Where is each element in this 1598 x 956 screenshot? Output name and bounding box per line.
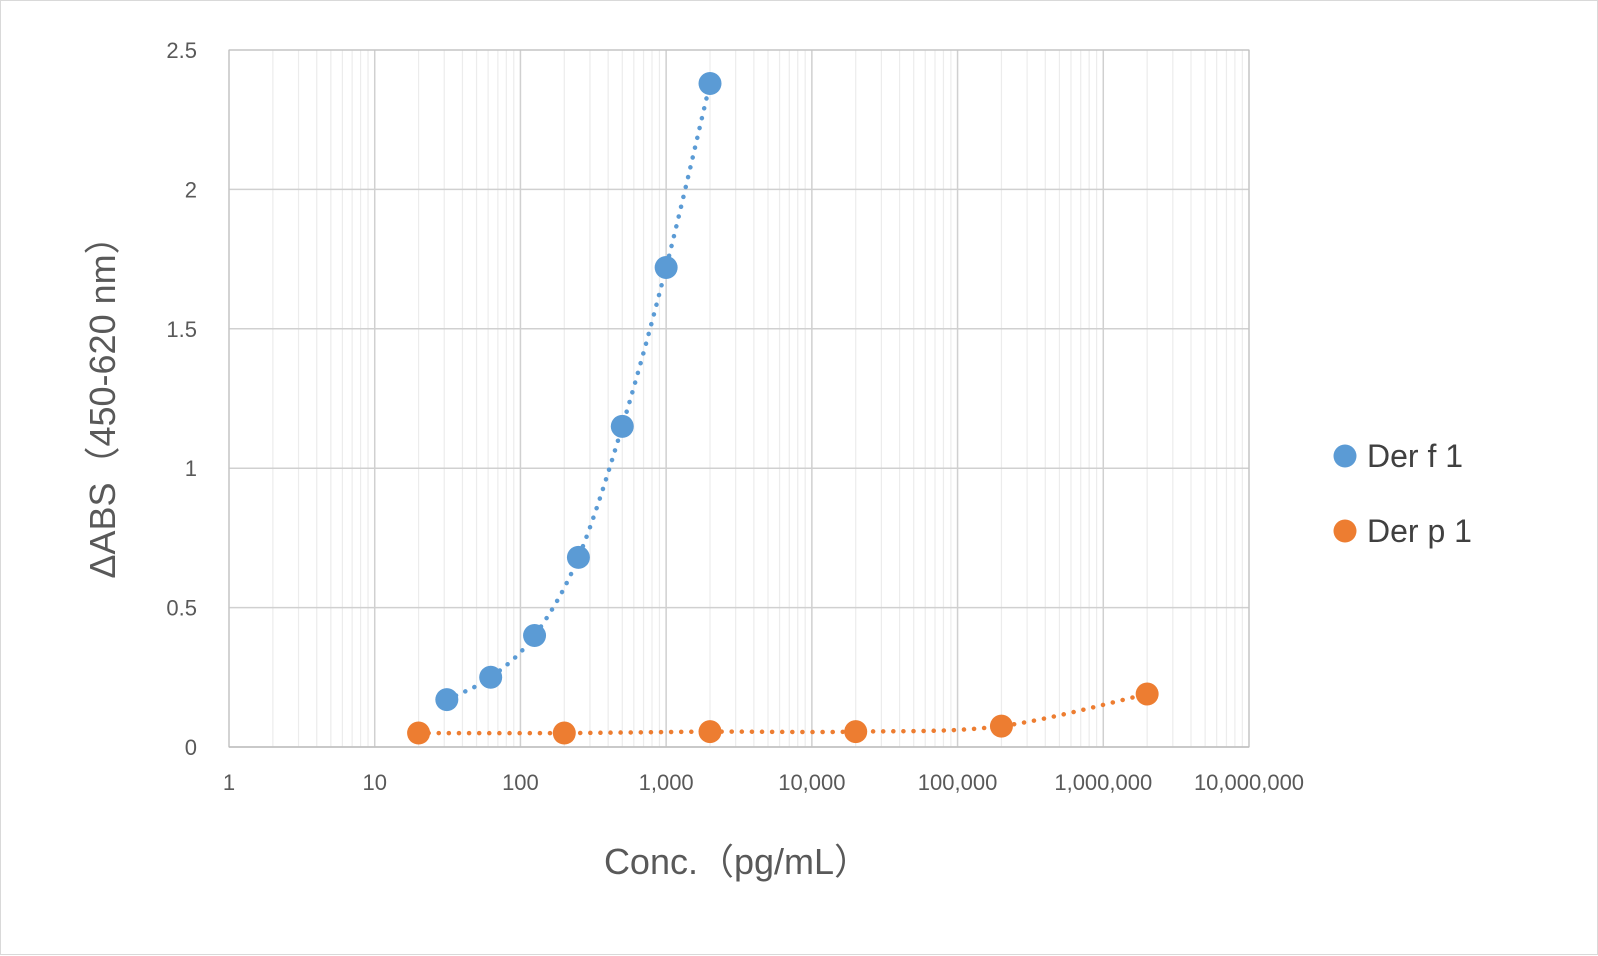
x-tick-label: 100 — [502, 770, 539, 795]
data-point — [566, 545, 590, 569]
minor-gridlines — [272, 50, 1243, 747]
x-tick-label: 1,000 — [639, 770, 694, 795]
series-line-2 — [416, 691, 1150, 736]
legend: Der f 1 Der p 1 — [1333, 438, 1472, 549]
y-axis-tick-labels: 0 0.5 1 1.5 2 2.5 — [166, 38, 197, 760]
x-tick-label: 1 — [223, 770, 235, 795]
data-point — [698, 720, 722, 744]
x-axis-tick-labels: 1 10 100 1,000 10,000 100,000 1,000,000 10,000,… — [223, 770, 1304, 795]
series-line-1 — [444, 81, 713, 702]
y-tick-label: 0 — [185, 735, 197, 760]
data-point — [610, 414, 634, 438]
data-point — [989, 714, 1013, 738]
data-point — [435, 688, 459, 712]
x-axis-title: Conc.（pg/mL） — [604, 841, 870, 882]
x-tick-label: 100,000 — [918, 770, 998, 795]
data-point — [1135, 682, 1159, 706]
data-point — [407, 721, 431, 745]
y-tick-label: 2.5 — [166, 38, 197, 63]
legend-marker — [1333, 519, 1357, 543]
y-axis-title: ΔABS（450-620 nm） — [82, 218, 123, 578]
y-tick-label: 1.5 — [166, 317, 197, 342]
x-tick-label: 1,000,000 — [1054, 770, 1152, 795]
legend-label: Der p 1 — [1367, 513, 1472, 549]
data-point — [479, 665, 503, 689]
data-point — [698, 71, 722, 95]
y-tick-label: 2 — [185, 177, 197, 202]
x-tick-label: 10,000,000 — [1194, 770, 1304, 795]
data-point — [523, 623, 547, 647]
plot-area-border — [228, 49, 1250, 748]
legend-marker — [1333, 444, 1357, 468]
data-point — [552, 721, 576, 745]
legend-label: Der f 1 — [1367, 438, 1463, 474]
x-tick-label: 10,000 — [778, 770, 845, 795]
y-tick-label: 1 — [185, 456, 197, 481]
series-layer — [407, 71, 1159, 745]
data-point — [844, 720, 868, 744]
major-gridlines — [228, 49, 1250, 748]
x-tick-label: 10 — [362, 770, 386, 795]
data-point — [654, 255, 678, 279]
y-tick-label: 0.5 — [166, 596, 197, 621]
